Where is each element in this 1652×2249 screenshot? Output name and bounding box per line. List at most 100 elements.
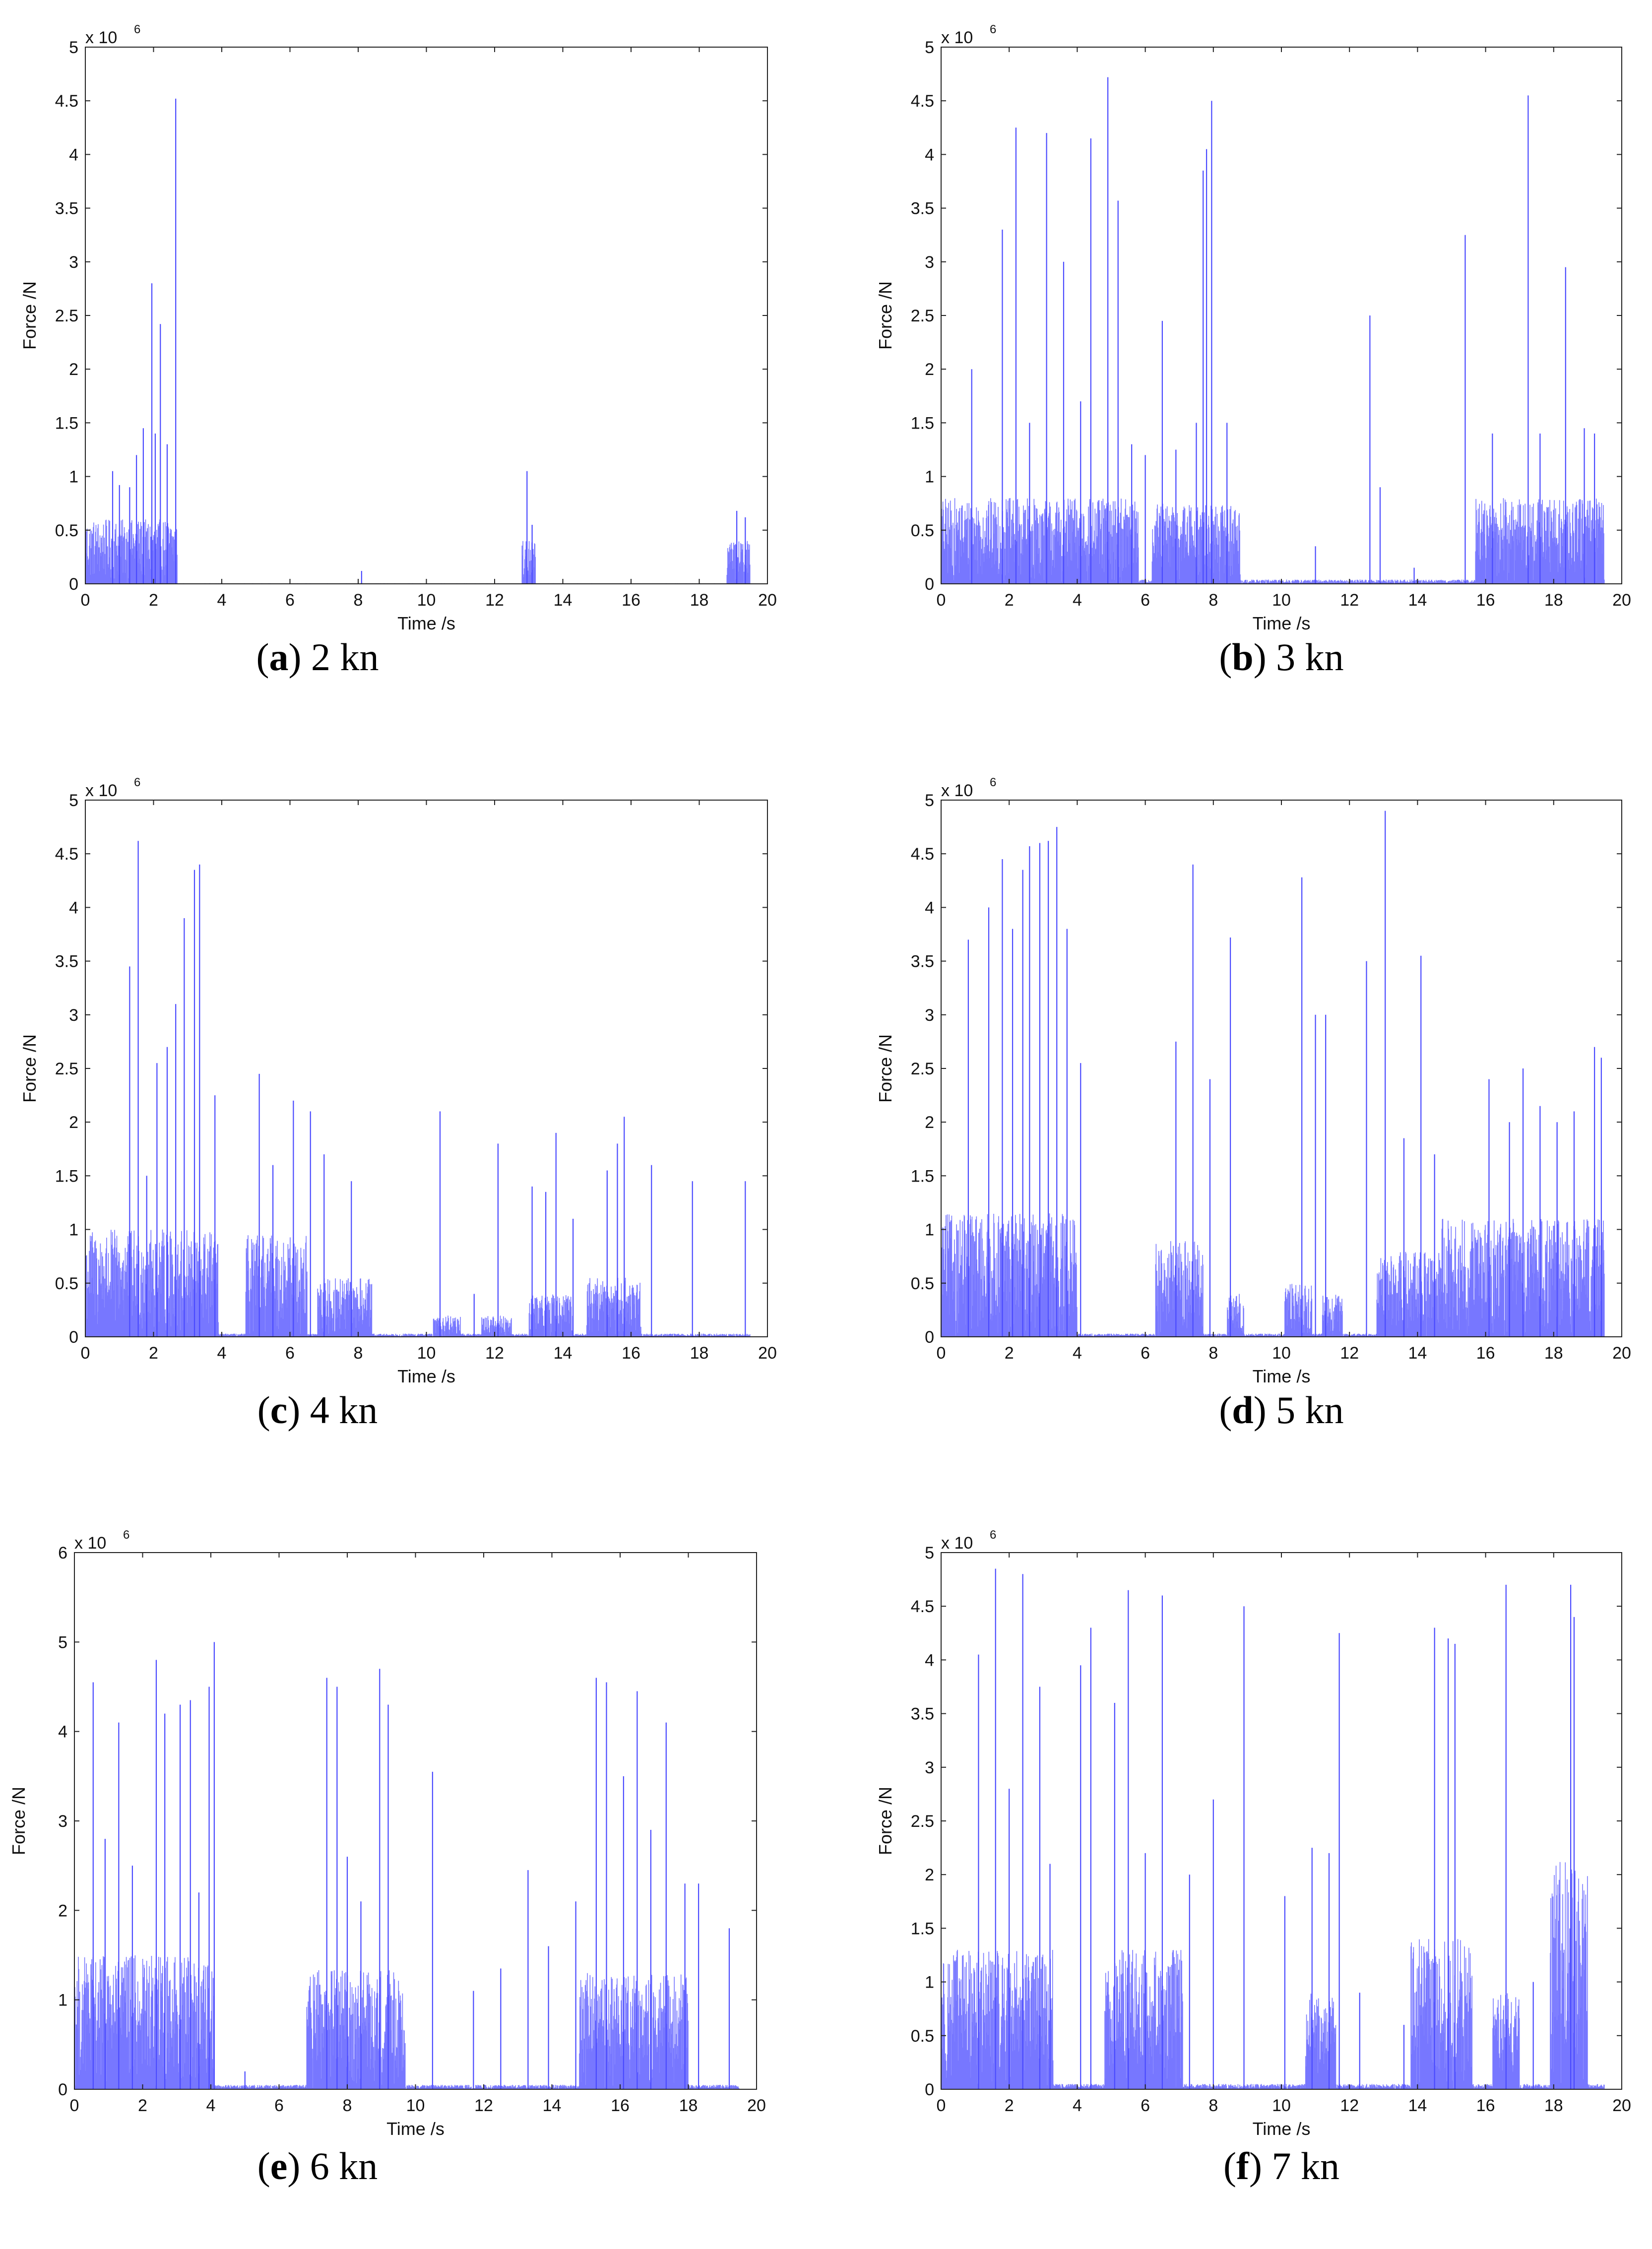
x-tick-label: 4	[206, 2096, 216, 2115]
y-tick-label: 3.5	[55, 952, 78, 971]
y-scale-exponent: 6	[990, 1528, 996, 1542]
y-tick-label: 2	[925, 1113, 934, 1132]
x-tick-label: 2	[1005, 2096, 1014, 2115]
x-tick-label: 18	[1544, 591, 1563, 610]
x-tick-label: 8	[1208, 1344, 1218, 1363]
x-axis-label: Time /s	[1253, 2119, 1311, 2139]
chart-panel-a: 0 2 4 6 8 10 12 14 16 18 20 0 0.5 1 1.5 2 2.5 3 3.5 4 4.5 5 x …	[19, 23, 787, 648]
y-tick-label: 4.5	[911, 92, 934, 111]
y-tick-label: 0.5	[911, 2027, 934, 2046]
caption-letter: a	[269, 635, 289, 679]
y-scale-multiplier: x 10	[941, 1534, 973, 1553]
x-tick-label: 10	[1272, 591, 1291, 610]
chart-panel-c: 0 2 4 6 8 10 12 14 16 18 20 0 0.5 1 1.5 2 2.5 3 3.5 4 4.5 5 x …	[19, 776, 787, 1401]
y-scale-multiplier: x 10	[85, 28, 117, 47]
y-tick-label: 0	[69, 575, 78, 594]
y-tick-label: 4	[69, 145, 78, 164]
y-tick-label: 4.5	[55, 92, 78, 111]
x-tick-label: 12	[1340, 591, 1359, 610]
x-tick-label: 20	[1612, 1344, 1631, 1363]
x-tick-label: 0	[70, 2096, 79, 2115]
x-tick-label: 14	[554, 591, 572, 610]
plot-area	[941, 47, 1622, 584]
x-tick-label: 8	[1208, 2096, 1218, 2115]
y-tick-label: 1	[69, 468, 78, 487]
y-tick-label: 1.5	[55, 1167, 78, 1186]
x-tick-label: 0	[937, 2096, 946, 2115]
y-tick-label: 4	[69, 898, 78, 917]
x-tick-label: 10	[406, 2096, 425, 2115]
y-tick-label: 0	[925, 2080, 934, 2099]
caption-text: 7 kn	[1271, 2144, 1339, 2187]
x-tick-label: 12	[1340, 2096, 1359, 2115]
panel-caption-f: (f) 7 kn	[1223, 2144, 1339, 2187]
y-scale-exponent: 6	[990, 23, 996, 36]
y-tick-label: 6	[58, 1544, 67, 1562]
y-tick-label: 2	[925, 360, 934, 379]
x-axis-label: Time /s	[1253, 613, 1311, 633]
y-tick-label: 1	[69, 1221, 78, 1240]
x-tick-label: 14	[1408, 1344, 1427, 1363]
x-tick-label: 16	[622, 1344, 640, 1363]
y-tick-label: 0	[925, 575, 934, 594]
y-tick-label: 3.5	[911, 1705, 934, 1724]
x-tick-label: 8	[343, 2096, 352, 2115]
y-tick-label: 2.5	[911, 1812, 934, 1831]
x-tick-label: 0	[81, 1344, 90, 1363]
y-tick-label: 3.5	[911, 199, 934, 218]
y-tick-label: 0	[58, 2080, 67, 2099]
x-tick-label: 12	[485, 1344, 504, 1363]
y-scale-multiplier: x 10	[85, 781, 117, 800]
y-scale-exponent: 6	[990, 776, 996, 789]
x-tick-label: 10	[1272, 2096, 1291, 2115]
x-tick-label: 2	[149, 591, 158, 610]
y-scale-exponent: 6	[134, 776, 140, 789]
y-tick-label: 1.5	[911, 1167, 934, 1186]
x-tick-label: 16	[611, 2096, 630, 2115]
y-tick-label: 4.5	[911, 845, 934, 864]
x-tick-label: 4	[1073, 2096, 1082, 2115]
y-axis-label: Force /N	[875, 281, 895, 350]
caption-text: 5 kn	[1276, 1388, 1344, 1432]
x-tick-label: 16	[1476, 1344, 1495, 1363]
chart-svg-d: 0 2 4 6 8 10 12 14 16 18 20 0 0.5 1 1.5 2 2.5 3 3.5 4 4.5 5 x …	[875, 776, 1631, 1386]
caption-letter: d	[1232, 1388, 1254, 1432]
caption-letter: b	[1232, 635, 1254, 679]
y-axis-label: Force /N	[875, 1787, 895, 1855]
x-tick-label: 20	[758, 591, 777, 610]
x-tick-label: 8	[354, 1344, 363, 1363]
x-axis-label: Time /s	[1253, 1366, 1311, 1386]
x-tick-label: 10	[417, 591, 436, 610]
y-tick-label: 5	[69, 791, 78, 810]
x-tick-label: 18	[679, 2096, 698, 2115]
y-tick-label: 3	[69, 253, 78, 272]
y-tick-label: 4	[925, 145, 934, 164]
x-tick-label: 2	[1005, 591, 1014, 610]
y-tick-label: 1	[925, 468, 934, 487]
y-tick-label: 3	[925, 1758, 934, 1777]
caption-text: 2 kn	[311, 635, 379, 679]
chart-panel-f: 0 2 4 6 8 10 12 14 16 18 20 0 0.5 1 1.5 2 2.5 3 3.5 4 4.5 5 x …	[875, 1528, 1642, 2154]
x-tick-label: 0	[937, 591, 946, 610]
plot-area	[85, 47, 767, 584]
chart-svg-c: 0 2 4 6 8 10 12 14 16 18 20 0 0.5 1 1.5 2 2.5 3 3.5 4 4.5 5 x …	[19, 776, 777, 1386]
y-tick-label: 0	[69, 1328, 78, 1347]
x-tick-label: 6	[1141, 2096, 1150, 2115]
x-tick-label: 20	[758, 1344, 777, 1363]
y-tick-label: 3.5	[55, 199, 78, 218]
caption-text: 4 kn	[310, 1388, 378, 1432]
panel-caption-b: (b) 3 kn	[1219, 635, 1344, 679]
x-tick-label: 20	[1612, 591, 1631, 610]
x-tick-label: 20	[747, 2096, 766, 2115]
x-tick-label: 4	[1073, 1344, 1082, 1363]
y-scale-multiplier: x 10	[941, 781, 973, 800]
panel-caption-a: (a) 2 kn	[256, 635, 379, 679]
x-tick-label: 14	[543, 2096, 562, 2115]
y-tick-label: 4	[58, 1723, 67, 1742]
y-tick-label: 0	[925, 1328, 934, 1347]
y-tick-label: 4.5	[55, 845, 78, 864]
y-scale-multiplier: x 10	[74, 1534, 106, 1553]
x-tick-label: 18	[1544, 2096, 1563, 2115]
chart-svg-b: 0 2 4 6 8 10 12 14 16 18 20 0 0.5 1 1.5 2 2.5 3 3.5 4 4.5 5 x …	[875, 23, 1631, 633]
